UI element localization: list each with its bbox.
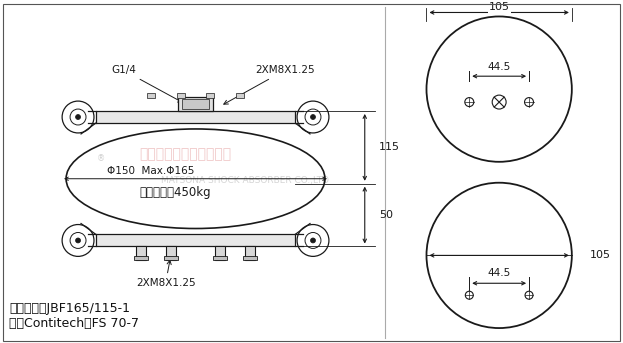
Text: 对应Contitech：FS 70-7: 对应Contitech：FS 70-7 <box>9 317 140 330</box>
FancyBboxPatch shape <box>96 235 295 246</box>
Bar <box>214 256 227 260</box>
Text: 2XM8X1.25: 2XM8X1.25 <box>224 65 315 104</box>
Text: 50: 50 <box>379 210 392 220</box>
Bar <box>166 246 176 260</box>
Text: 最大承载：450kg: 最大承载：450kg <box>140 186 211 199</box>
Text: 产品型号：JBF165/115-1: 产品型号：JBF165/115-1 <box>9 301 130 315</box>
Bar <box>244 256 257 260</box>
Bar <box>216 246 226 260</box>
Text: 44.5: 44.5 <box>488 268 511 278</box>
Text: G1/4: G1/4 <box>111 65 182 102</box>
Text: 105: 105 <box>590 250 611 260</box>
Text: 105: 105 <box>488 2 510 12</box>
Bar <box>176 93 184 98</box>
Bar <box>245 246 255 260</box>
Bar <box>136 246 146 260</box>
Text: ®: ® <box>97 154 105 163</box>
FancyBboxPatch shape <box>96 111 295 123</box>
Text: 2XM8X1.25: 2XM8X1.25 <box>136 260 196 288</box>
Bar <box>181 99 209 109</box>
Bar <box>178 97 214 111</box>
Circle shape <box>310 115 315 119</box>
Text: MATSONA SHOCK ABSORBER CO.,LTD: MATSONA SHOCK ABSORBER CO.,LTD <box>161 176 330 185</box>
Bar <box>164 256 178 260</box>
Text: 115: 115 <box>379 142 400 152</box>
Bar <box>134 256 148 260</box>
Bar <box>147 93 155 98</box>
Text: 44.5: 44.5 <box>488 62 511 72</box>
Circle shape <box>75 238 80 243</box>
Text: Φ150  Max.Φ165: Φ150 Max.Φ165 <box>107 166 194 176</box>
Circle shape <box>75 115 80 119</box>
Circle shape <box>310 238 315 243</box>
Text: 上海松夏挥震器有限公司: 上海松夏挥震器有限公司 <box>140 147 232 161</box>
Bar <box>206 93 214 98</box>
Bar <box>236 93 244 98</box>
